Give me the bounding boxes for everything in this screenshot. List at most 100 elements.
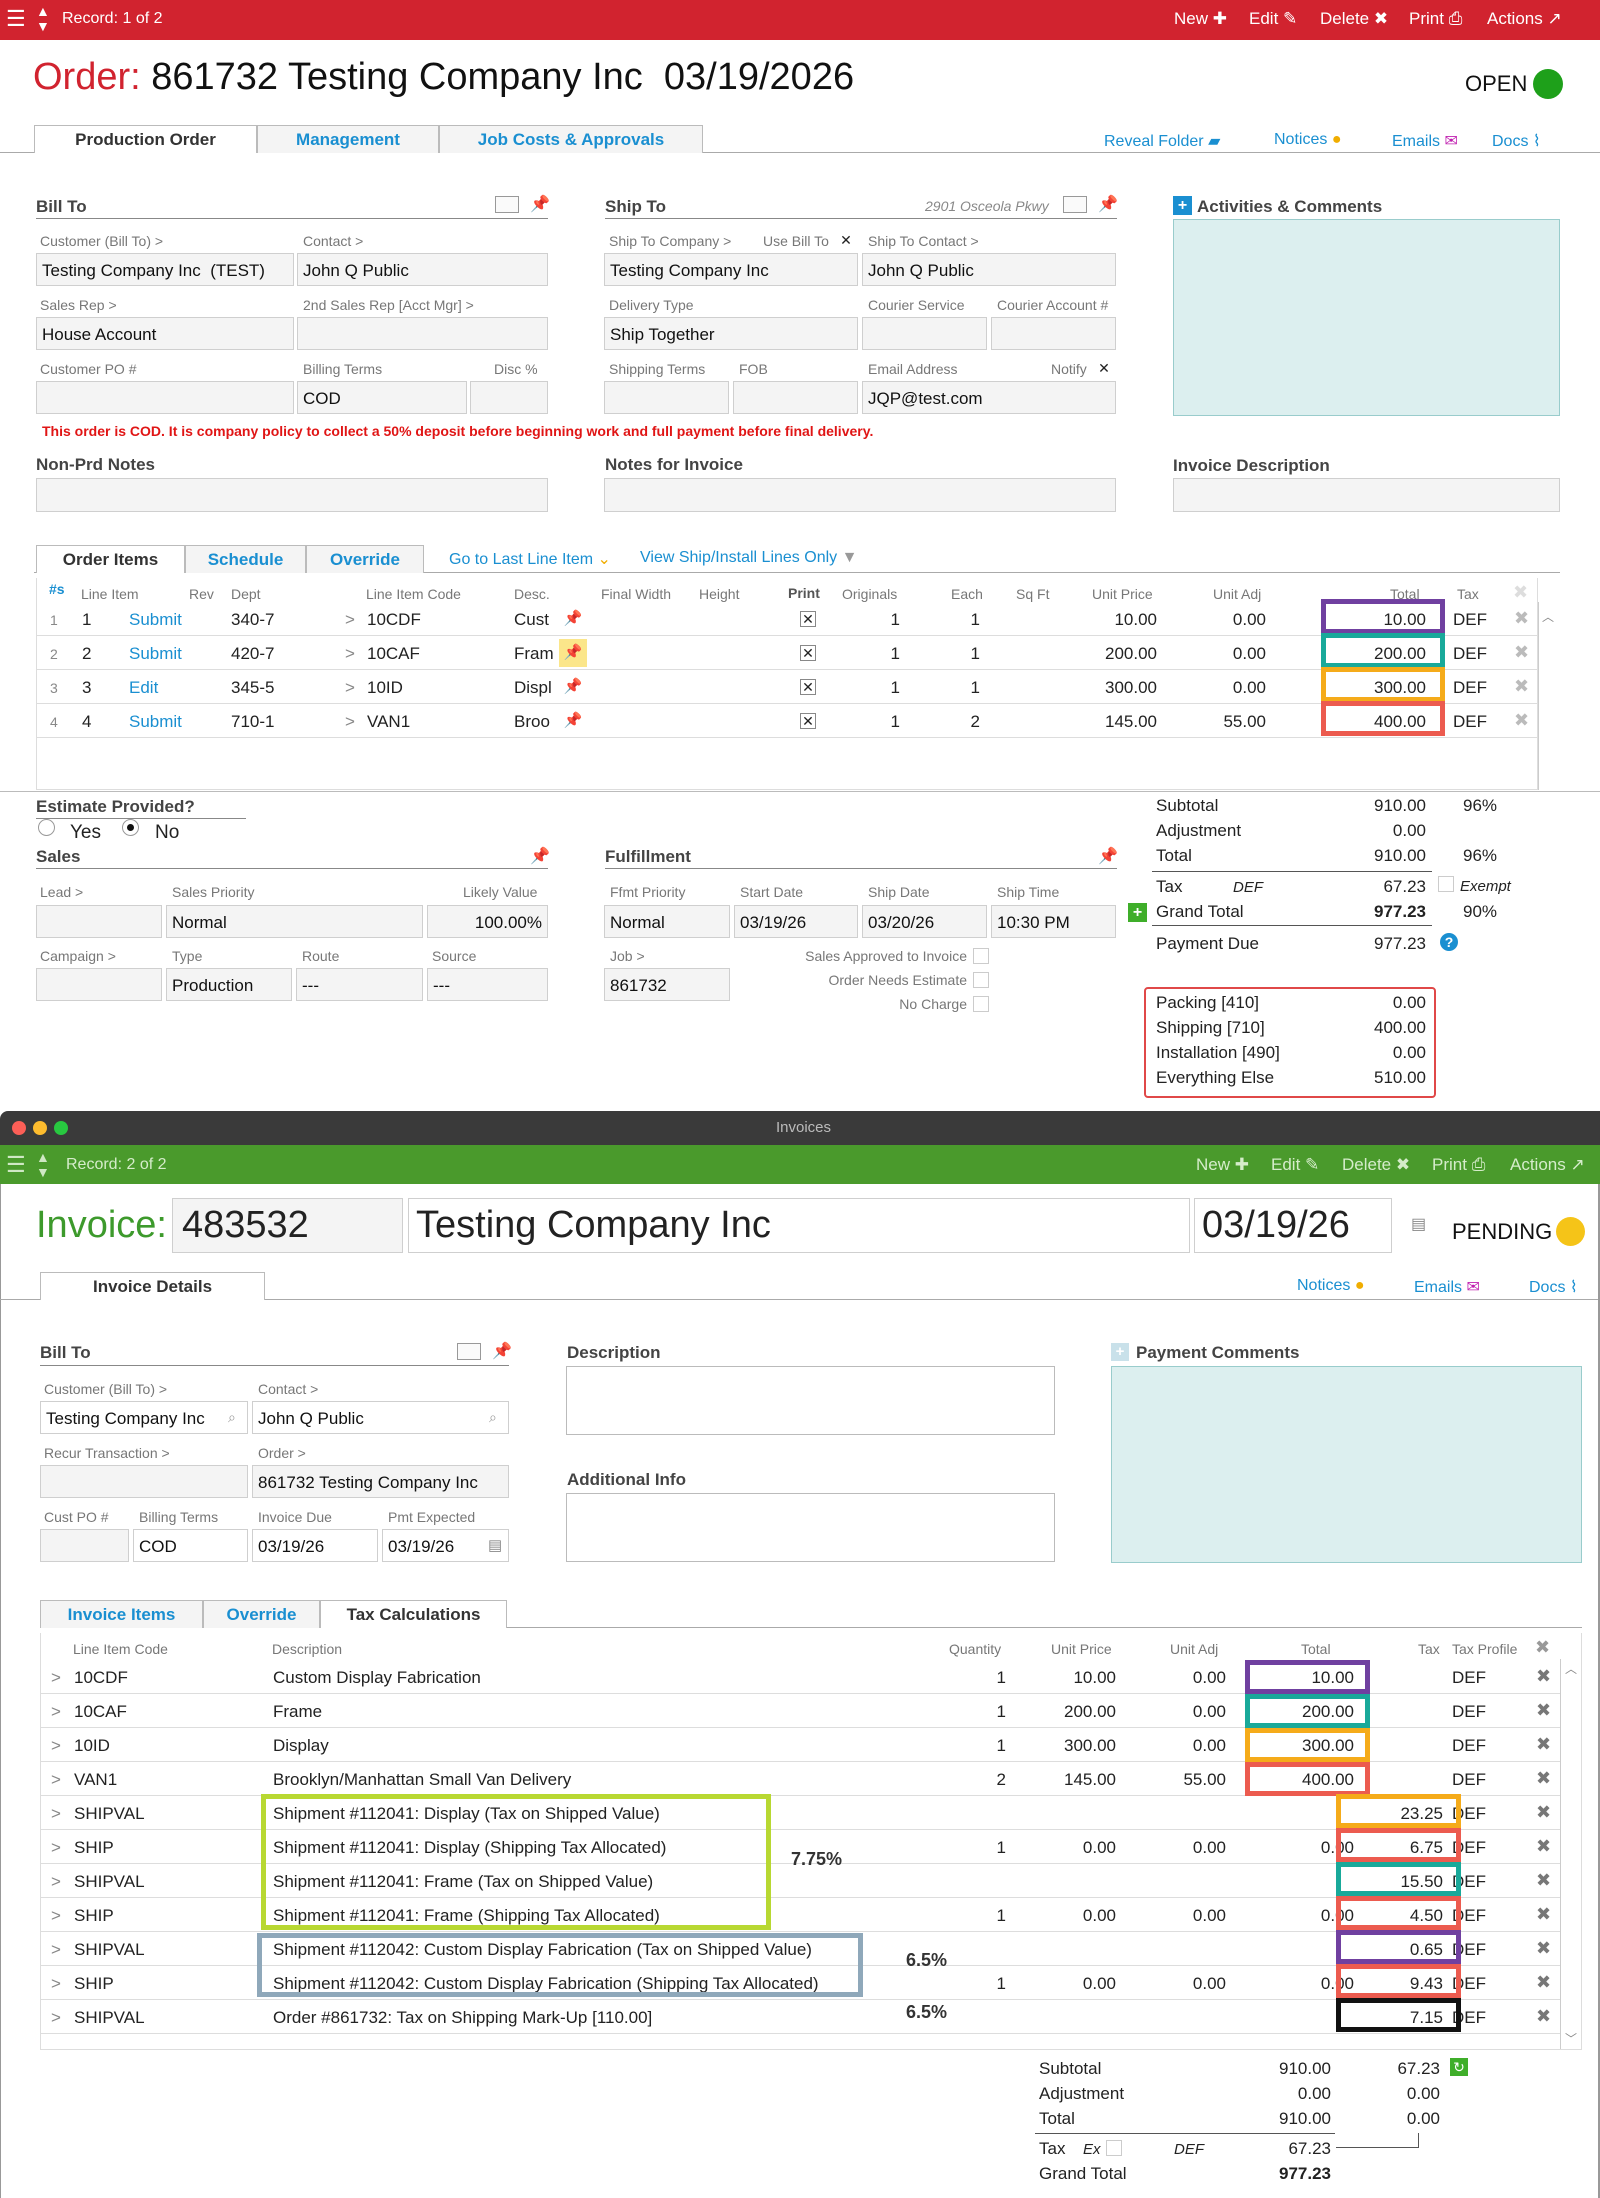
go-last-line-link[interactable]: Go to Last Line Item ⌄ <box>449 551 611 568</box>
activities-panel[interactable] <box>1173 219 1560 416</box>
order-item-row[interactable] <box>36 704 1538 738</box>
delete-row-icon[interactable]: ✖ <box>1514 710 1530 730</box>
scroll-up-icon[interactable]: ︿ <box>1565 1662 1578 1676</box>
order-item-row[interactable] <box>36 636 1538 670</box>
delete-row-icon[interactable]: ✖ <box>1536 1700 1552 1720</box>
notices-link[interactable]: Notices ● <box>1297 1277 1365 1294</box>
use-bill-to-checkbox[interactable]: ✕ <box>838 233 854 249</box>
delete-row-icon[interactable]: ✖ <box>1514 608 1530 628</box>
needs-estimate-checkbox[interactable] <box>973 972 989 988</box>
invoice-item-row[interactable] <box>40 1966 1560 2000</box>
invoice-due-field[interactable] <box>252 1529 378 1562</box>
pin-icon[interactable]: 📌 <box>563 678 583 695</box>
delete-row-icon[interactable]: ✖ <box>1536 1802 1552 1822</box>
expand-chevron-icon[interactable]: > <box>51 1668 61 1687</box>
address-card-icon[interactable] <box>495 196 519 213</box>
shipping-terms-field[interactable] <box>604 381 729 414</box>
scroll-down-icon[interactable]: ﹀ <box>1565 2032 1578 2046</box>
add-payment-icon[interactable]: + <box>1128 903 1147 922</box>
start-date-field[interactable] <box>734 905 858 938</box>
expand-chevron-icon[interactable]: > <box>51 1770 61 1789</box>
job-field[interactable] <box>604 968 730 1001</box>
ship-date-field[interactable] <box>862 905 987 938</box>
print-checkbox[interactable]: ✕ <box>800 713 816 729</box>
courier-service-field[interactable] <box>862 317 987 350</box>
tab-tax-calculations[interactable]: Tax Calculations <box>320 1600 507 1628</box>
tab-override[interactable]: Override <box>306 545 424 573</box>
lead-field[interactable] <box>36 905 162 938</box>
notes-invoice-field[interactable] <box>604 478 1116 512</box>
invoice-item-row[interactable] <box>40 1694 1560 1728</box>
invoice-item-row[interactable] <box>40 1796 1560 1830</box>
delete-row-icon[interactable]: ✖ <box>1536 1666 1552 1686</box>
view-ship-lines-link[interactable]: View Ship/Install Lines Only ▼ <box>640 549 858 566</box>
pmt-expected-field[interactable] <box>382 1529 509 1562</box>
new-button[interactable]: New ✚ <box>1196 1155 1249 1174</box>
estimate-yes-radio[interactable] <box>38 819 55 836</box>
disc-field[interactable] <box>470 381 548 414</box>
actions-button[interactable]: Actions ↗ <box>1487 9 1562 28</box>
menu-icon[interactable]: ☰ <box>6 1152 26 1177</box>
maximize-window-icon[interactable] <box>54 1121 68 1135</box>
sales-approved-checkbox[interactable] <box>973 948 989 964</box>
customer-field[interactable] <box>36 253 294 286</box>
pin-icon[interactable]: 📌 <box>1098 848 1118 865</box>
print-button[interactable]: Print ⎙ <box>1432 1155 1486 1174</box>
delete-row-icon[interactable]: ✖ <box>1536 1904 1552 1924</box>
expand-chevron-icon[interactable]: > <box>51 1940 61 1959</box>
expand-chevron-icon[interactable]: > <box>51 1872 61 1891</box>
invoice-date-field[interactable] <box>1194 1198 1392 1253</box>
docs-link[interactable]: Docs ⌇ <box>1529 1279 1578 1296</box>
delete-row-icon[interactable]: ✖ <box>1514 676 1530 696</box>
tab-production-order[interactable]: Production Order <box>34 125 257 153</box>
invoice-description-field[interactable] <box>1173 478 1560 512</box>
pin-icon[interactable]: 📌 <box>563 610 583 627</box>
tab-schedule[interactable]: Schedule <box>185 545 306 573</box>
billing-terms-field[interactable] <box>297 381 467 414</box>
line-action-link[interactable]: Submit <box>129 644 182 663</box>
address-card-icon[interactable] <box>1063 196 1087 213</box>
ship-contact-field[interactable] <box>862 253 1116 286</box>
expand-chevron-icon[interactable]: > <box>345 610 355 629</box>
exempt-checkbox[interactable] <box>1438 876 1454 892</box>
emails-link[interactable]: Emails ✉ <box>1392 133 1458 150</box>
courier-account-field[interactable] <box>991 317 1116 350</box>
type-field[interactable] <box>166 968 292 1001</box>
expand-chevron-icon[interactable]: > <box>51 2008 61 2027</box>
print-checkbox[interactable]: ✕ <box>800 679 816 695</box>
invoice-company-field[interactable] <box>408 1198 1190 1253</box>
delete-row-icon[interactable]: ✖ <box>1536 1938 1552 1958</box>
line-action-link[interactable]: Submit <box>129 610 182 629</box>
refresh-icon[interactable]: ↻ <box>1450 2058 1468 2076</box>
additional-info-field[interactable] <box>566 1493 1055 1562</box>
description-field[interactable] <box>566 1366 1055 1435</box>
no-charge-checkbox[interactable] <box>973 996 989 1012</box>
sales-rep2-field[interactable] <box>297 317 548 350</box>
estimate-no-radio[interactable] <box>122 819 139 836</box>
delete-row-icon[interactable]: ✖ <box>1536 2006 1552 2026</box>
invoice-item-row[interactable] <box>40 1932 1560 1966</box>
emails-link[interactable]: Emails ✉ <box>1414 1279 1480 1296</box>
search-icon[interactable]: ⌕ <box>228 1409 236 1425</box>
record-nav-icon[interactable]: ▲ ▼ <box>36 1149 50 1180</box>
invoice-item-row[interactable] <box>40 1762 1560 1796</box>
tab-management[interactable]: Management <box>257 125 439 153</box>
tab-invoice-details[interactable]: Invoice Details <box>40 1272 265 1300</box>
likely-value-field[interactable] <box>427 905 548 938</box>
pin-icon[interactable]: 📌 <box>559 639 587 667</box>
order-item-row[interactable] <box>36 670 1538 704</box>
expand-chevron-icon[interactable]: > <box>345 644 355 663</box>
line-action-link[interactable]: Edit <box>129 678 159 697</box>
tax-exempt-checkbox[interactable] <box>1106 2140 1122 2156</box>
pin-icon[interactable]: 📌 <box>563 712 583 729</box>
invoice-item-row[interactable] <box>40 1898 1560 1932</box>
expand-chevron-icon[interactable]: > <box>51 1974 61 1993</box>
pin-icon[interactable]: 📌 <box>530 196 550 213</box>
fob-field[interactable] <box>733 381 858 414</box>
menu-icon[interactable]: ☰ <box>6 6 26 31</box>
tab-override[interactable]: Override <box>203 1600 320 1628</box>
delete-all-icon[interactable]: ✖ <box>1513 582 1529 602</box>
ship-company-field[interactable] <box>604 253 858 286</box>
tab-job-costs[interactable]: Job Costs & Approvals <box>439 125 703 153</box>
print-button[interactable]: Print ⎙ <box>1409 9 1463 28</box>
